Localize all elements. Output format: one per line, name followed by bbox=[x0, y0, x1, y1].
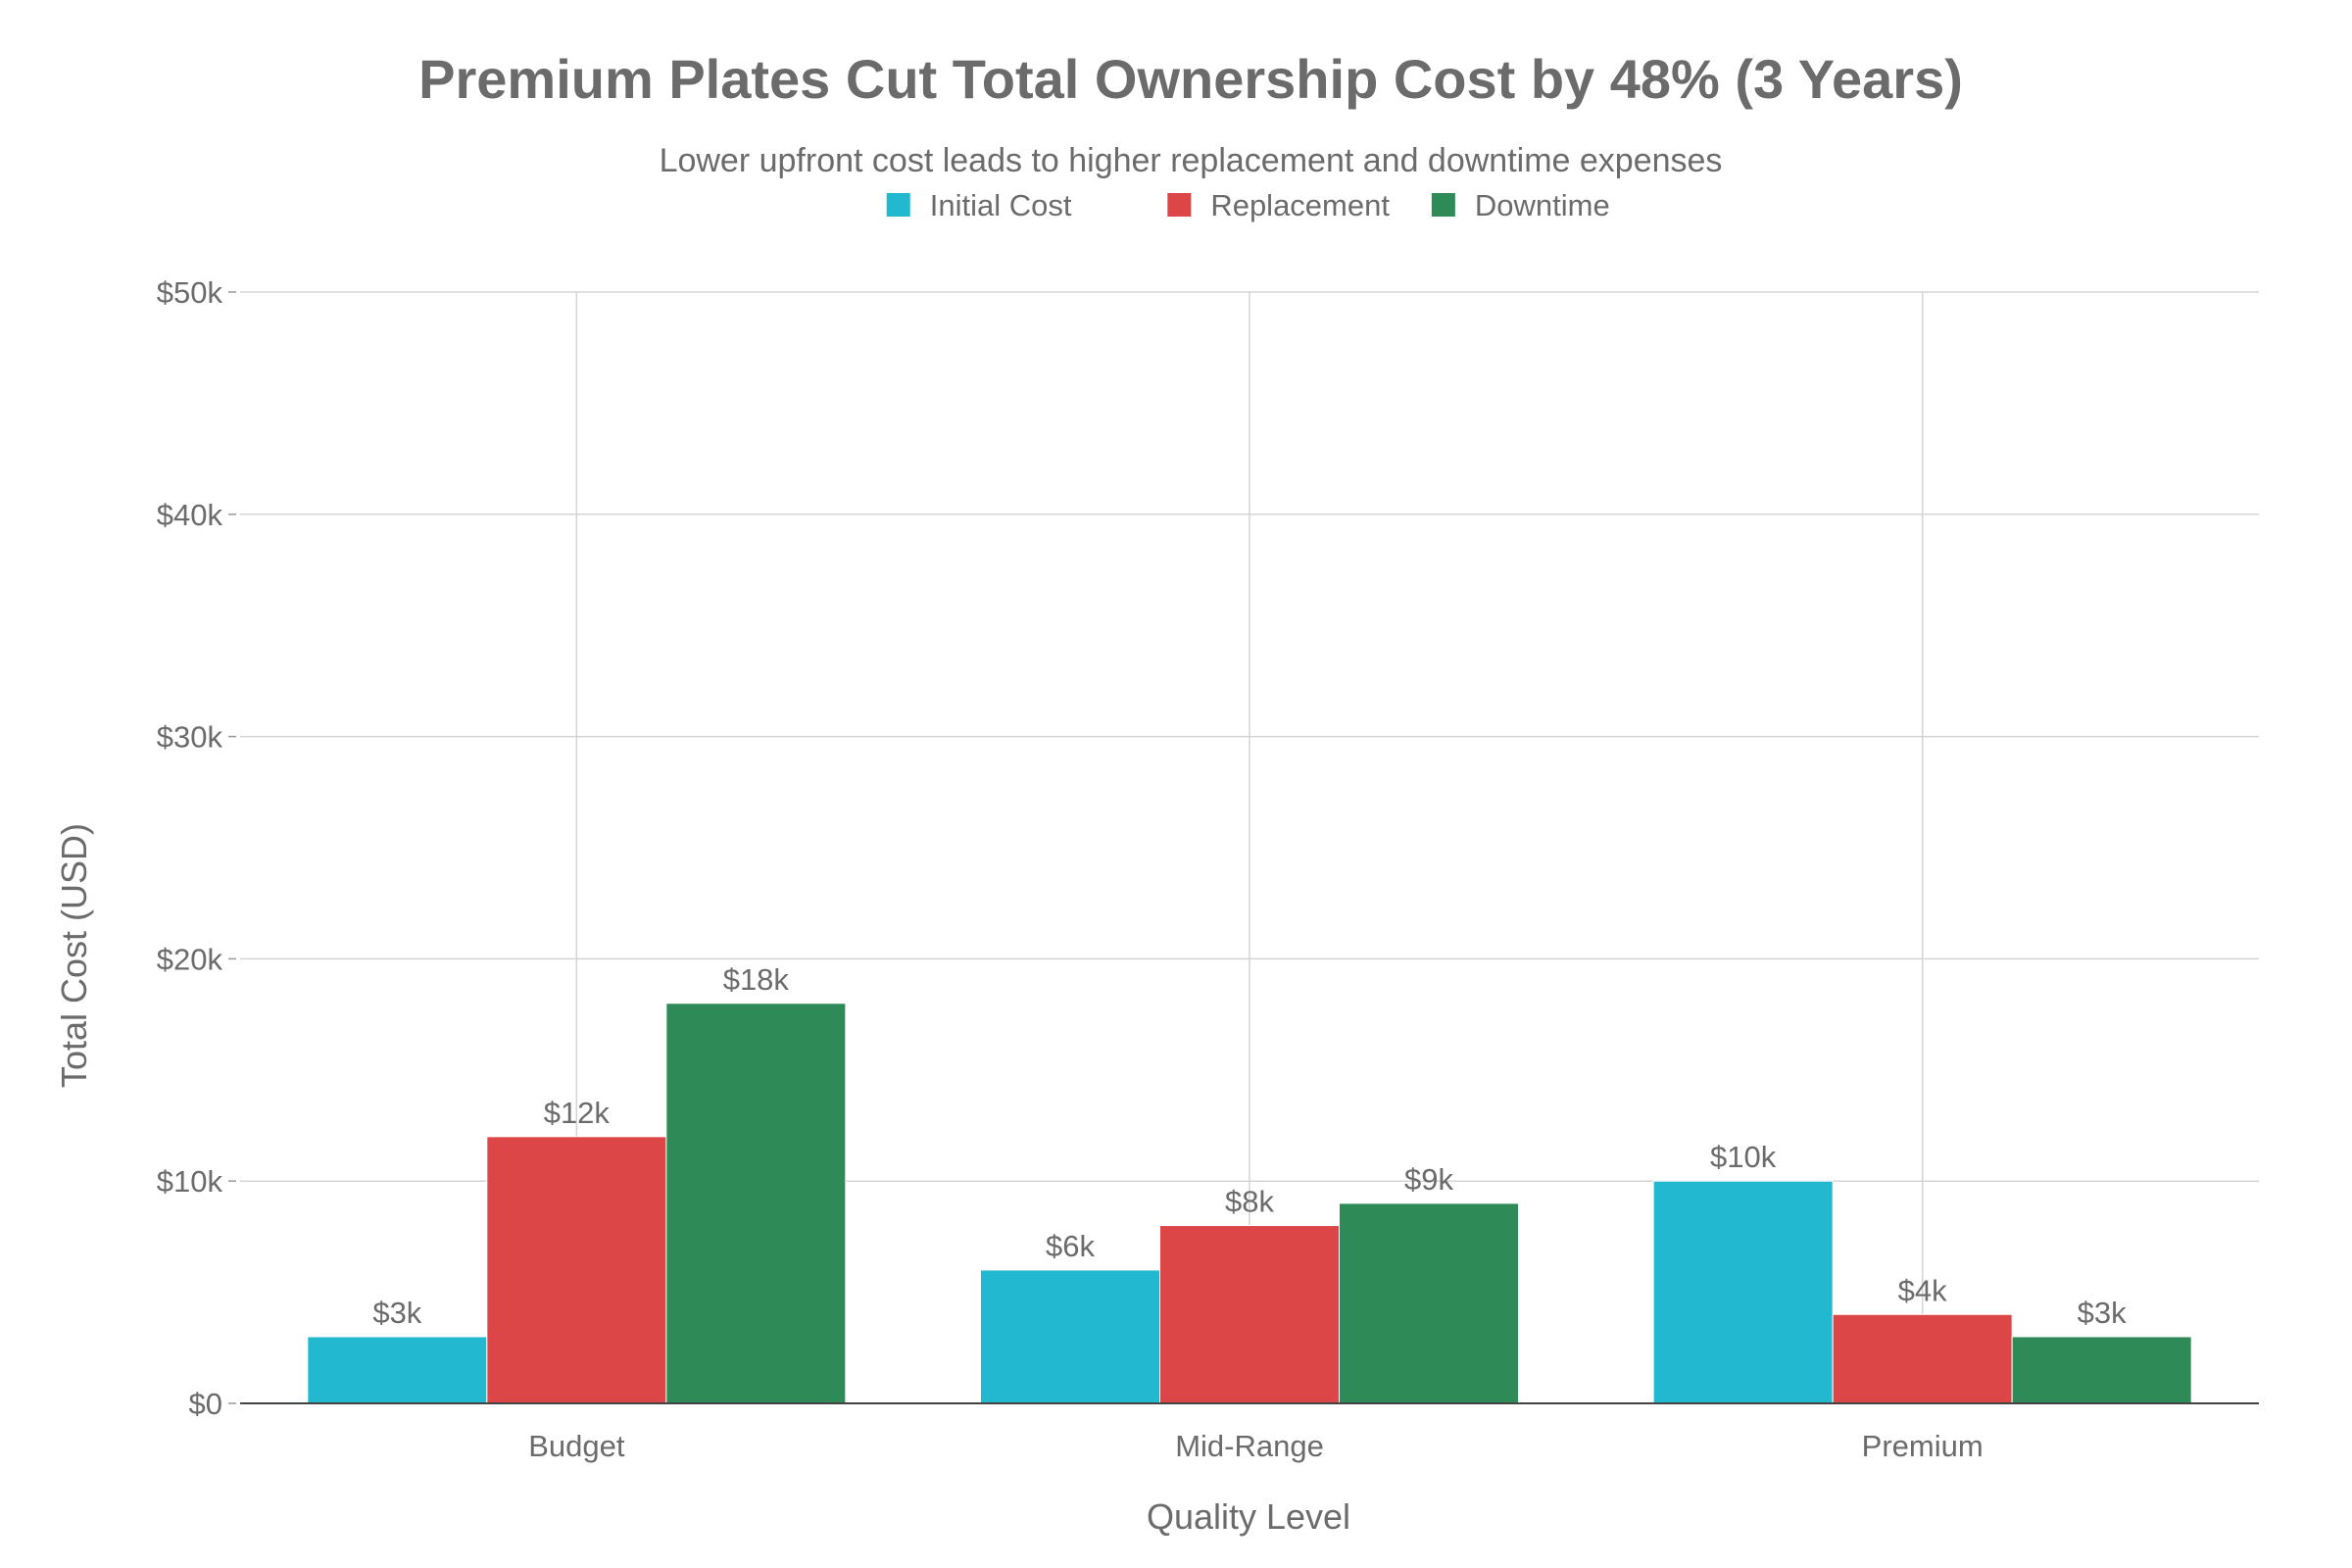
chart-subtitle: Lower upfront cost leads to higher repla… bbox=[660, 142, 1723, 179]
bar-value-label: $4k bbox=[1898, 1273, 1947, 1307]
y-tick-label: $40k bbox=[157, 498, 223, 532]
legend-label: Downtime bbox=[1475, 188, 1610, 222]
bar-value-label: $18k bbox=[723, 962, 790, 997]
bar-value-label: $10k bbox=[1710, 1140, 1777, 1174]
bar-replacement-mid-range bbox=[1159, 1225, 1340, 1404]
bar-value-label: $3k bbox=[2078, 1296, 2127, 1330]
legend-swatch bbox=[886, 193, 910, 217]
x-axis-label: Quality Level bbox=[1147, 1496, 1350, 1537]
legend-item-initial-cost[interactable]: Initial Cost bbox=[886, 188, 1072, 222]
bar-replacement-premium bbox=[1832, 1313, 2013, 1404]
bar-downtime-budget bbox=[665, 1003, 847, 1404]
y-tick-label: $10k bbox=[157, 1164, 223, 1199]
legend-item-replacement[interactable]: Replacement bbox=[1167, 188, 1390, 222]
gridlines bbox=[240, 291, 2259, 1403]
legend: Initial Cost Replacement Downtime bbox=[886, 188, 1610, 222]
y-tick-label: $0 bbox=[189, 1387, 222, 1421]
bar-value-label: $6k bbox=[1046, 1229, 1095, 1263]
bar-initial-cost-budget bbox=[307, 1336, 488, 1404]
x-tick-label: Mid-Range bbox=[1175, 1429, 1324, 1463]
bar-downtime-premium bbox=[2011, 1336, 2192, 1404]
bar-initial-cost-premium bbox=[1652, 1180, 1834, 1404]
x-tick-label: Premium bbox=[1862, 1429, 1984, 1463]
bars bbox=[307, 1003, 2192, 1404]
y-tick-label: $50k bbox=[157, 275, 223, 310]
legend-label: Replacement bbox=[1210, 188, 1390, 222]
legend-swatch bbox=[1167, 193, 1192, 217]
y-tick-label: $30k bbox=[157, 720, 223, 755]
bar-value-label: $9k bbox=[1404, 1162, 1453, 1197]
chart-title: Premium Plates Cut Total Ownership Cost … bbox=[418, 48, 1963, 110]
bar-replacement-budget bbox=[486, 1136, 667, 1404]
y-tick-label: $20k bbox=[157, 942, 223, 976]
bar-initial-cost-mid-range bbox=[980, 1269, 1160, 1404]
bar-labels: $3k $6k $10k $12k $8k $4k $18k $9k $3k bbox=[372, 962, 2127, 1330]
legend-swatch bbox=[1431, 193, 1455, 217]
legend-label: Initial Cost bbox=[930, 188, 1072, 222]
y-axis-ticks: $0 $10k $20k $30k $40k $50k bbox=[157, 275, 236, 1421]
bar-value-label: $8k bbox=[1225, 1185, 1274, 1219]
bar-value-label: $3k bbox=[372, 1296, 421, 1330]
x-tick-label: Budget bbox=[528, 1429, 625, 1463]
bar-value-label: $12k bbox=[544, 1096, 611, 1130]
legend-item-downtime[interactable]: Downtime bbox=[1431, 188, 1610, 222]
x-axis-ticks: Budget Mid-Range Premium bbox=[528, 1429, 1983, 1463]
y-axis-label: Total Cost (USD) bbox=[54, 823, 94, 1088]
bar-downtime-mid-range bbox=[1339, 1202, 1519, 1404]
